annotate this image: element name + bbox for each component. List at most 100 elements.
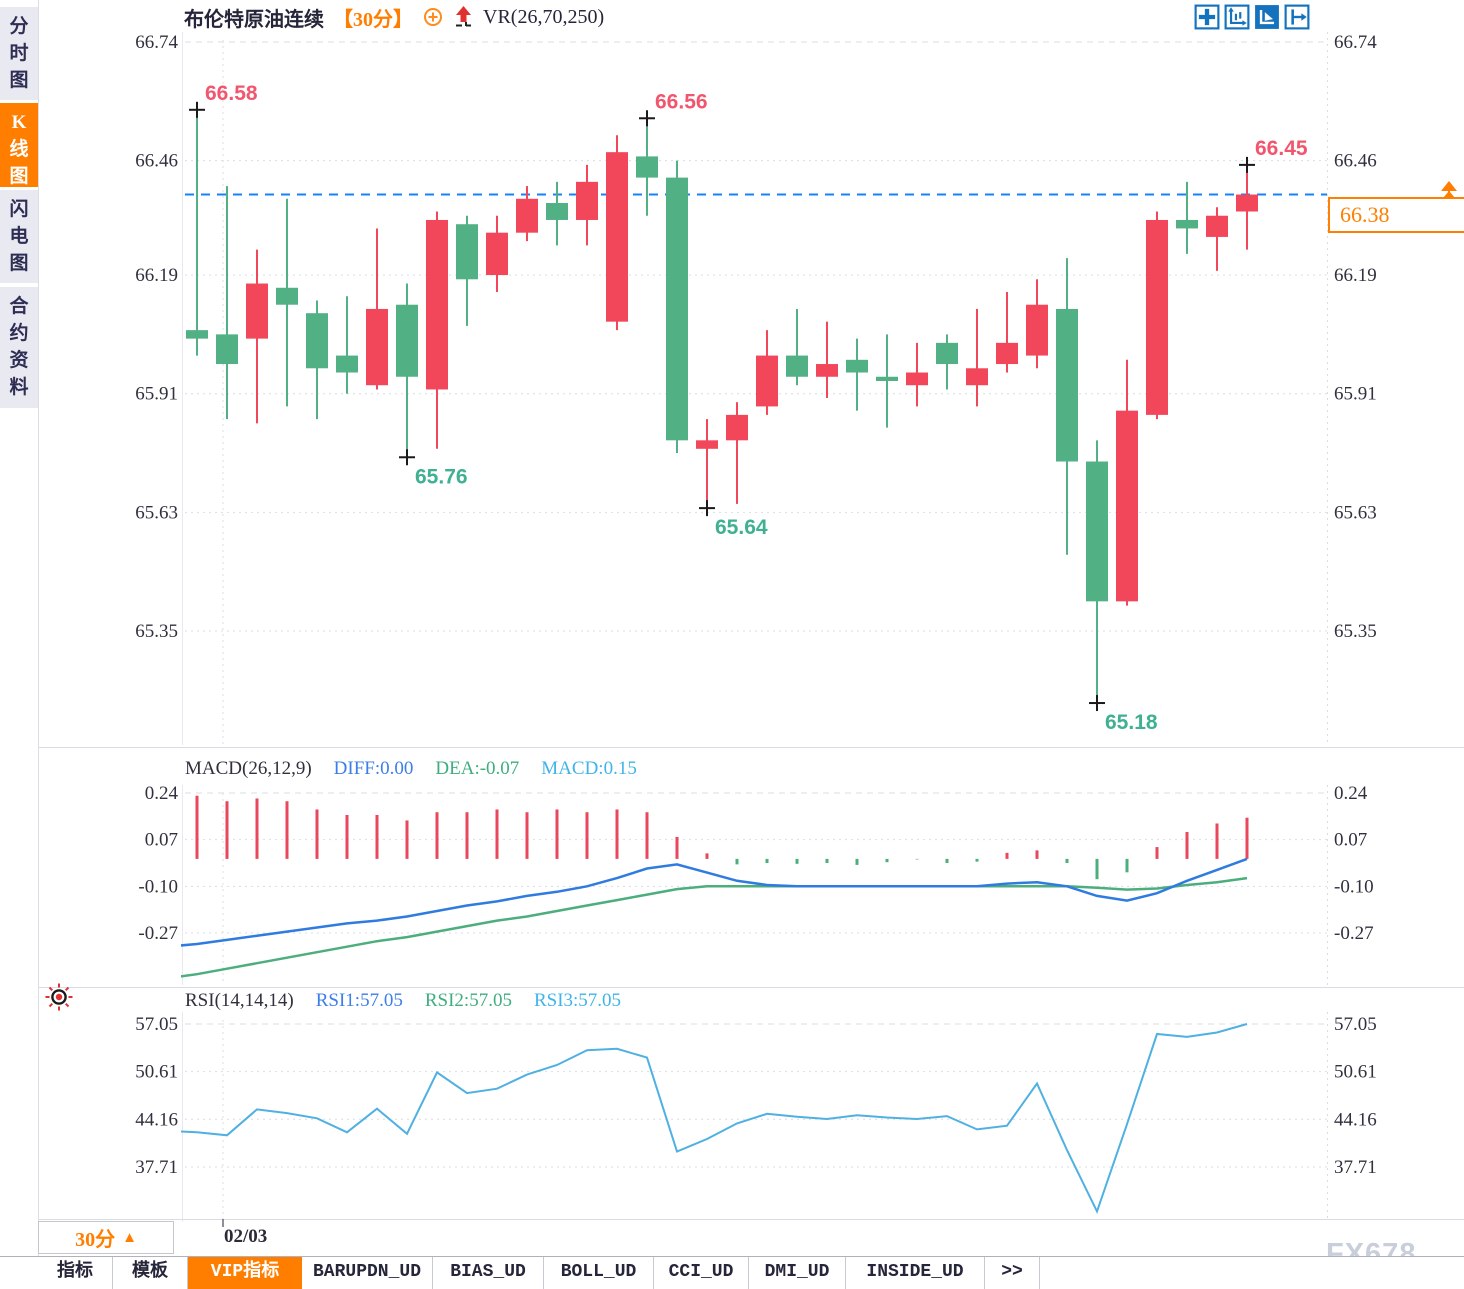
tab-template[interactable]: 模板 — [113, 1257, 188, 1289]
rsi-header: RSI(14,14,14) RSI1:57.05 RSI2:57.05 RSI3… — [185, 989, 621, 1013]
axis-zoom-icon[interactable] — [1224, 4, 1250, 30]
y-axis-label-right: 0.07 — [1334, 830, 1367, 851]
candle-body — [336, 355, 358, 373]
y-axis-label-right: 57.05 — [1334, 1014, 1377, 1035]
candle-body — [1086, 461, 1108, 602]
y-axis-label-left: 66.46 — [135, 151, 178, 172]
indicator-tabbar: 指标 模板 VIP指标 BARUPDN_UD BIAS_UD BOLL_UD C… — [0, 1256, 1464, 1289]
chart-header: 布伦特原油连续 【30分】 VR(26,70,250) — [184, 2, 604, 32]
candle-body — [1176, 219, 1198, 229]
rsi-line — [181, 1023, 1248, 1215]
x-axis-date-label: 02/03 — [224, 1226, 268, 1247]
sidebar-tab-time-chart[interactable]: 分时图 — [0, 7, 38, 100]
last-price-tag: 66.38 — [1328, 197, 1464, 233]
candle-body — [666, 177, 688, 441]
chart-toolbar — [1194, 4, 1310, 30]
candle-body — [516, 198, 538, 233]
tab-barupdn-ud[interactable]: BARUPDN_UD — [302, 1257, 433, 1289]
y-axis-label-left: 66.74 — [135, 32, 178, 53]
candle-body — [1206, 215, 1228, 237]
rsi-name-label[interactable]: RSI(14,14,14) — [185, 990, 294, 1011]
candle-body — [486, 232, 508, 276]
candle-body — [426, 219, 448, 390]
sidebar-tab-contract-info[interactable]: 合约资料 — [0, 287, 38, 408]
axis-labels: 66.74 66.74 66.46 66.46 66.19 66.19 65.91 65.91… — [135, 32, 1377, 1178]
y-axis-label-right: -0.27 — [1334, 923, 1374, 944]
y-axis-label-left: 0.07 — [145, 830, 178, 851]
candle-body — [846, 359, 868, 373]
candle-body — [756, 355, 778, 407]
period-selector-label: 30分 — [75, 1229, 116, 1251]
y-axis-label-left: 66.19 — [135, 265, 178, 286]
candle-body — [966, 368, 988, 386]
candle-body — [546, 203, 568, 220]
candle-body — [606, 152, 628, 322]
tab-inside-ud[interactable]: INSIDE_UD — [846, 1257, 985, 1289]
candle-body — [1116, 410, 1138, 602]
rsi1-value: RSI1:57.05 — [315, 990, 403, 1011]
add-indicator-icon[interactable] — [422, 6, 444, 28]
candle-body — [576, 181, 598, 220]
y-axis-label-right: 66.46 — [1334, 151, 1377, 172]
y-axis-label-left: 65.91 — [135, 384, 178, 405]
candle-body — [216, 334, 238, 365]
sun-marker-icon[interactable] — [44, 982, 74, 1017]
macd-name-label[interactable]: MACD(26,12,9) — [185, 758, 312, 779]
y-axis-label-right: -0.10 — [1334, 876, 1374, 897]
rsi3-value: RSI3:57.05 — [533, 990, 622, 1011]
candle-body — [186, 330, 208, 339]
sidebar-tab-kline-chart[interactable]: K线图 — [0, 103, 38, 187]
macd-macd-value: MACD:0.15 — [541, 758, 637, 779]
extreme-price-label: 66.58 — [205, 82, 258, 105]
tab-bias-ud[interactable]: BIAS_UD — [433, 1257, 544, 1289]
tab-indicator[interactable]: 指标 — [38, 1257, 113, 1289]
y-axis-label-right: 37.71 — [1334, 1157, 1377, 1178]
candle-body — [246, 283, 268, 339]
tab-boll-ud[interactable]: BOLL_UD — [544, 1257, 654, 1289]
extreme-price-label: 66.56 — [655, 90, 708, 113]
candle-body — [366, 308, 388, 386]
extreme-price-label: 65.18 — [1105, 711, 1158, 734]
price-annotations: 66.58 65.76 66.56 65.64 65.18 66.45 — [189, 82, 1308, 734]
extreme-price-label: 65.76 — [415, 465, 468, 488]
chevron-up-icon: ▲ — [122, 1229, 137, 1246]
auto-scale-icon[interactable] — [1254, 4, 1280, 30]
candle-body — [156, 326, 178, 334]
candle-body — [1056, 308, 1078, 462]
trend-up-arrow-icon — [453, 5, 474, 29]
diff-line — [181, 857, 1248, 947]
crosshair-move-icon[interactable] — [1194, 4, 1220, 30]
candle-body — [906, 372, 928, 386]
macd-dea-value: DEA:-0.07 — [435, 758, 520, 779]
vr-indicator-label: VR(26,70,250) — [483, 5, 605, 28]
extreme-price-label: 66.45 — [1255, 137, 1308, 160]
sidebar-divider — [38, 0, 39, 1256]
macd-histogram — [195, 795, 1249, 880]
period-label[interactable]: 【30分】 — [333, 8, 413, 31]
tab-cci-ud[interactable]: CCI_UD — [654, 1257, 749, 1289]
y-axis-label-left: -0.10 — [138, 876, 178, 897]
instrument-title: 布伦特原油连续 — [184, 8, 324, 31]
macd-diff-value: DIFF:0.00 — [333, 758, 414, 779]
candle-body — [636, 156, 658, 178]
period-selector-button[interactable]: 30分 ▲ — [38, 1221, 174, 1254]
extreme-price-label: 65.64 — [715, 516, 768, 539]
tab-vip-indicator[interactable]: VIP指标 — [188, 1257, 302, 1289]
macd-header: MACD(26,12,9) DIFF:0.00 DEA:-0.07 MACD:0… — [185, 757, 637, 781]
candle-body — [306, 313, 328, 369]
pan-right-icon[interactable] — [1284, 4, 1310, 30]
candle-body — [696, 440, 718, 449]
sidebar-tab-flash-chart[interactable]: 闪电图 — [0, 190, 38, 283]
y-axis-label-left: 65.35 — [135, 621, 178, 642]
candle-body — [1146, 219, 1168, 415]
y-axis-label-right: 66.74 — [1334, 32, 1377, 53]
candle-body — [816, 364, 838, 377]
candle-body — [996, 342, 1018, 365]
y-axis-label-left: 44.16 — [135, 1109, 178, 1130]
tab-dmi-ud[interactable]: DMI_UD — [749, 1257, 846, 1289]
candle-body — [1026, 304, 1048, 356]
tab-more[interactable]: >> — [985, 1257, 1040, 1289]
gridlines — [38, 32, 1464, 1227]
y-axis-label-left: 37.71 — [135, 1157, 178, 1178]
